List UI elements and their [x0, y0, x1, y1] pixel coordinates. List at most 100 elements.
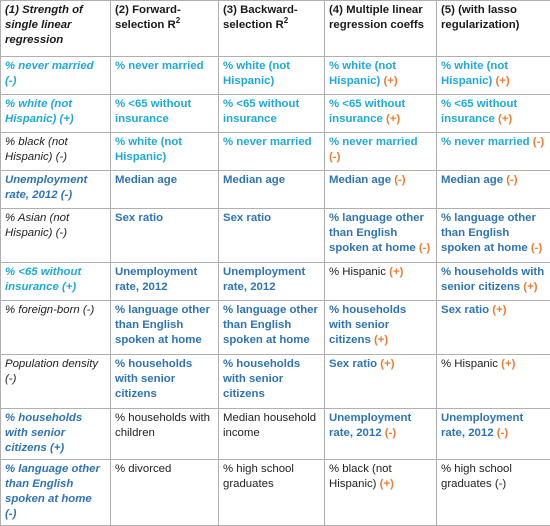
table-cell: % households with senior citizens: [111, 355, 219, 409]
table-cell: % households with senior citizens: [219, 355, 325, 409]
table-cell: % language other than English spoken at …: [325, 209, 437, 263]
cell-text: % language other than English spoken at …: [329, 212, 424, 254]
table-cell: Sex ratio: [111, 209, 219, 263]
table-cell: % Hispanic (+): [325, 263, 437, 301]
cell-text: % white (not Hispanic): [223, 60, 290, 87]
table-cell: Median age (-): [437, 171, 550, 209]
table-cell: % households with children: [111, 409, 219, 460]
cell-text: % language other than English spoken at …: [5, 463, 100, 520]
cell-text: % <65 without insurance (+): [5, 266, 81, 293]
cell-text: % households with senior citizens: [115, 358, 192, 400]
table-cell: Sex ratio (+): [437, 301, 550, 355]
cell-text: % never married: [441, 136, 530, 148]
cell-text: Sex ratio: [441, 304, 489, 316]
coefficient-sign: (-): [391, 174, 406, 186]
table-cell: % never married: [219, 133, 325, 171]
table-cell: % language other than English spoken at …: [437, 209, 550, 263]
cell-text: Unemployment rate, 2012: [329, 412, 411, 439]
cell-text: % white (not Hispanic): [115, 136, 182, 163]
cell-text: % black (not Hispanic) (-): [5, 136, 68, 163]
table-cell: % white (not Hispanic) (+): [325, 57, 437, 95]
table-cell: % households with senior citizens (+): [437, 263, 550, 301]
cell-text: % divorced: [115, 463, 171, 475]
table-cell: % never married (-): [325, 133, 437, 171]
cell-text: % households with senior citizens: [223, 358, 300, 400]
header-cell: (2) Forward-selection R2: [111, 1, 219, 57]
coefficient-sign: (-): [416, 242, 431, 254]
cell-text: Median household income: [223, 412, 316, 439]
table-cell: % <65 without insurance (+): [325, 95, 437, 133]
cell-text: Median age: [223, 174, 285, 186]
table-cell: % high school graduates (-): [437, 460, 550, 526]
table-row: % black (not Hispanic) (-) % white (not H…: [1, 133, 550, 171]
coefficient-sign: (-): [382, 427, 397, 439]
table-cell: Median age: [111, 171, 219, 209]
coefficient-sign: (+): [520, 281, 537, 293]
table-cell: Unemployment rate, 2012: [219, 263, 325, 301]
coefficient-sign: (-): [494, 427, 509, 439]
cell-text: % households with senior citizens: [329, 304, 406, 346]
coefficient-sign: (+): [386, 266, 403, 278]
cell-text: Median age: [329, 174, 391, 186]
table-cell: Population density (-): [1, 355, 111, 409]
header-cell: (5) (with lasso regularization): [437, 1, 550, 57]
coefficient-sign: (-): [528, 242, 543, 254]
table-cell: % households with senior citizens (+): [325, 301, 437, 355]
cell-text: % never married (-): [5, 60, 94, 87]
table-cell: % language other than English spoken at …: [111, 301, 219, 355]
cell-text: Median age: [115, 174, 177, 186]
table-cell: % Hispanic (+): [437, 355, 550, 409]
cell-text: % language other than English spoken at …: [441, 212, 536, 254]
table-cell: % black (not Hispanic) (+): [325, 460, 437, 526]
cell-text: % language other than English spoken at …: [223, 304, 318, 346]
cell-text: % never married: [115, 60, 204, 72]
table-row: % <65 without insurance (+) Unemployment …: [1, 263, 550, 301]
table-cell: % <65 without insurance: [219, 95, 325, 133]
table-row: % Asian (not Hispanic) (-) Sex ratio Sex r…: [1, 209, 550, 263]
table-cell: % never married: [111, 57, 219, 95]
cell-text: % Hispanic: [329, 266, 386, 278]
table-cell: % foreign-born (-): [1, 301, 111, 355]
table-cell: Sex ratio (+): [325, 355, 437, 409]
table-cell: % never married (-): [1, 57, 111, 95]
cell-text: % language other than English spoken at …: [115, 304, 210, 346]
coefficient-sign: (-): [530, 136, 545, 148]
cell-text: % Hispanic: [441, 358, 498, 370]
table-cell: Median age: [219, 171, 325, 209]
table-cell: % <65 without insurance: [111, 95, 219, 133]
table-row: % language other than English spoken at …: [1, 460, 550, 526]
coefficient-sign: (+): [498, 358, 515, 370]
coefficient-sign: (-): [503, 174, 518, 186]
header-cell: (4) Multiple linear regression coeffs: [325, 1, 437, 57]
cell-text: Unemployment rate, 2012 (-): [5, 174, 87, 201]
table-cell: % white (not Hispanic) (+): [437, 57, 550, 95]
cell-text: Sex ratio: [329, 358, 377, 370]
table-cell: % Asian (not Hispanic) (-): [1, 209, 111, 263]
cell-text: % <65 without insurance: [115, 98, 191, 125]
cell-text: % foreign-born (-): [5, 304, 94, 316]
header-row: (1) Strength of single linear regression…: [1, 1, 550, 57]
table-cell: % white (not Hispanic) (+): [1, 95, 111, 133]
cell-text: % never married: [329, 136, 418, 148]
table-cell: % language other than English spoken at …: [1, 460, 111, 526]
table-row: Population density (-)% households with …: [1, 355, 550, 409]
coefficient-sign: (-): [329, 151, 340, 163]
table-cell: % language other than English spoken at …: [219, 301, 325, 355]
cell-text: % white (not Hispanic) (+): [5, 98, 74, 125]
table-row: % never married (-) % never married % whit…: [1, 57, 550, 95]
coefficient-sign: (+): [495, 113, 512, 125]
header-cell: (3) Backward-selection R2: [219, 1, 325, 57]
cell-text: % <65 without insurance: [223, 98, 299, 125]
cell-text: Unemployment rate, 2012: [223, 266, 305, 293]
table-cell: % <65 without insurance (+): [437, 95, 550, 133]
coefficient-sign: (+): [383, 113, 400, 125]
table-cell: % black (not Hispanic) (-): [1, 133, 111, 171]
cell-text: % never married: [223, 136, 312, 148]
cell-text: Sex ratio: [115, 212, 163, 224]
cell-text: % Asian (not Hispanic) (-): [5, 212, 69, 239]
table-cell: % households with senior citizens (+): [1, 409, 111, 460]
coefficient-sign: (+): [371, 334, 388, 346]
cell-text: % high school graduates (-): [441, 463, 512, 490]
cell-text: Sex ratio: [223, 212, 271, 224]
